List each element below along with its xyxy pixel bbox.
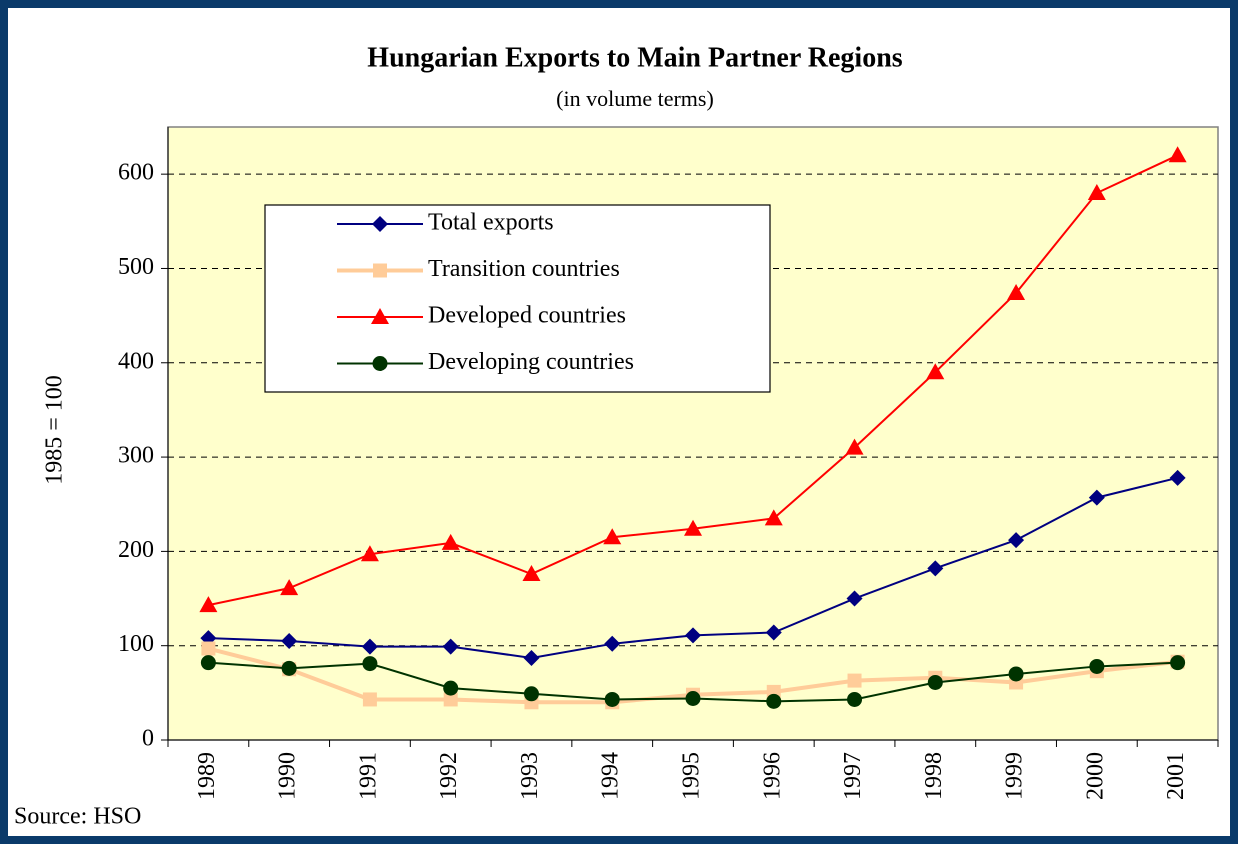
- x-tick-label: 1998: [921, 752, 947, 800]
- data-point: [764, 509, 783, 526]
- data-point: [281, 660, 297, 676]
- data-point: [523, 649, 540, 666]
- series: [199, 146, 1187, 613]
- x-tick-label: 1993: [517, 752, 543, 800]
- data-point: [201, 641, 216, 656]
- data-point: [280, 579, 299, 596]
- x-tick-label: 1994: [598, 752, 624, 800]
- data-point: [443, 680, 459, 696]
- data-point: [200, 655, 216, 671]
- data-point: [604, 691, 620, 707]
- data-point: [765, 624, 782, 641]
- y-tick-label: 200: [118, 537, 154, 563]
- data-point: [199, 596, 218, 613]
- data-point: [1089, 658, 1105, 674]
- legend-marker: [371, 308, 389, 324]
- legend-label: Transition countries: [428, 256, 620, 282]
- data-point: [604, 635, 621, 652]
- x-tick-label: 1995: [679, 752, 705, 800]
- data-point: [846, 590, 863, 607]
- y-tick-label: 300: [118, 443, 154, 469]
- data-point: [281, 632, 298, 649]
- series: [200, 469, 1186, 666]
- y-tick-label: 400: [118, 348, 154, 374]
- data-point: [523, 686, 539, 702]
- y-tick-label: 0: [142, 726, 154, 752]
- data-point: [847, 691, 863, 707]
- x-tick-label: 1999: [1002, 752, 1028, 800]
- data-point: [361, 638, 378, 655]
- data-point: [360, 545, 379, 562]
- x-tick-label: 1997: [840, 752, 866, 800]
- data-point: [766, 693, 782, 709]
- y-tick-label: 500: [118, 254, 154, 280]
- data-point: [1007, 283, 1026, 300]
- data-point: [522, 565, 541, 582]
- data-point: [1088, 489, 1105, 506]
- y-axis-label: 1985 = 100: [42, 375, 68, 485]
- series: [200, 655, 1186, 709]
- data-point: [1169, 469, 1186, 486]
- data-point: [362, 692, 377, 707]
- y-tick-label: 600: [118, 160, 154, 186]
- data-point: [1008, 532, 1025, 549]
- chart-subtitle: (in volume terms): [556, 86, 714, 111]
- data-point: [685, 691, 701, 707]
- legend-box: [264, 204, 771, 393]
- x-tick-label: 1990: [275, 752, 301, 800]
- data-point: [1168, 146, 1187, 163]
- x-tick-label: 1992: [436, 752, 462, 800]
- x-tick-label: 1991: [355, 752, 381, 800]
- data-point: [1087, 184, 1106, 201]
- y-tick-label: 100: [118, 631, 154, 657]
- legend-marker: [372, 216, 388, 232]
- legend-label: Developing countries: [428, 349, 634, 375]
- x-tick-label: 2000: [1082, 752, 1108, 800]
- data-point: [847, 673, 862, 688]
- data-point: [442, 638, 459, 655]
- x-tick-label: 2001: [1163, 752, 1189, 800]
- data-point: [441, 533, 460, 550]
- legend-marker: [372, 356, 388, 371]
- data-point: [927, 674, 943, 690]
- data-point: [362, 656, 378, 672]
- data-point: [603, 528, 622, 545]
- data-point: [1170, 655, 1186, 671]
- legend-marker: [373, 263, 387, 278]
- data-point: [1008, 666, 1024, 682]
- data-point: [443, 692, 458, 707]
- legend-label: Total exports: [428, 210, 554, 236]
- data-point: [684, 519, 702, 536]
- x-tick-label: 1996: [759, 752, 785, 800]
- data-point: [927, 560, 944, 577]
- data-point: [845, 438, 864, 455]
- data-point: [685, 627, 701, 644]
- data-point: [926, 363, 945, 380]
- legend-label: Developed countries: [428, 303, 626, 329]
- x-tick-label: 1989: [194, 752, 220, 800]
- chart-title: Hungarian Exports to Main Partner Region…: [367, 42, 902, 73]
- source: Source: HSO: [14, 804, 141, 830]
